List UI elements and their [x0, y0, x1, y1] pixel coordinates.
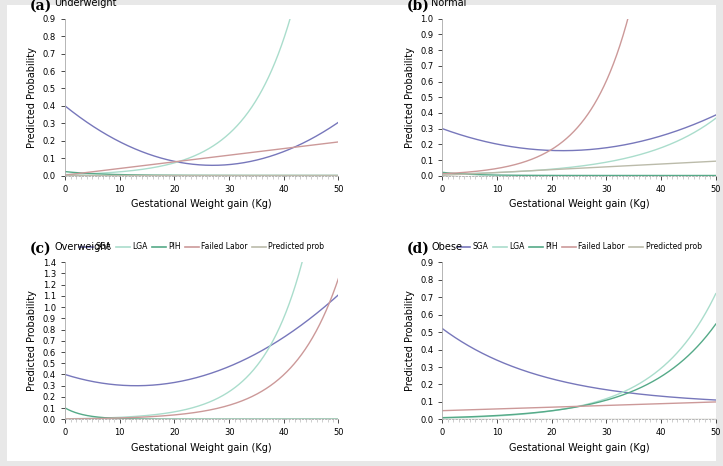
- Text: Obese: Obese: [432, 242, 463, 252]
- X-axis label: Gestational Weight gain (Kg): Gestational Weight gain (Kg): [132, 199, 272, 209]
- X-axis label: Gestational Weight gain (Kg): Gestational Weight gain (Kg): [509, 199, 649, 209]
- X-axis label: Gestational Weight gain (Kg): Gestational Weight gain (Kg): [509, 443, 649, 453]
- Y-axis label: Predicted Probability: Predicted Probability: [405, 290, 414, 391]
- Text: Overweight: Overweight: [54, 242, 111, 252]
- Text: (a): (a): [30, 0, 52, 12]
- Text: (b): (b): [407, 0, 429, 12]
- Text: Normal: Normal: [432, 0, 467, 8]
- Legend: SGA, LGA, PIH, Failed Labor, Predicted prob: SGA, LGA, PIH, Failed Labor, Predicted p…: [453, 240, 705, 254]
- Text: Underweight: Underweight: [54, 0, 116, 8]
- Legend: SGA, LGA, PIH, Failed Labor, Predicted prob: SGA, LGA, PIH, Failed Labor, Predicted p…: [76, 240, 328, 254]
- Y-axis label: Predicted Probability: Predicted Probability: [405, 47, 414, 148]
- Y-axis label: Predicted Probability: Predicted Probability: [27, 290, 38, 391]
- X-axis label: Gestational Weight gain (Kg): Gestational Weight gain (Kg): [132, 443, 272, 453]
- Text: (c): (c): [30, 242, 51, 256]
- Text: (d): (d): [407, 242, 429, 256]
- Y-axis label: Predicted Probability: Predicted Probability: [27, 47, 38, 148]
